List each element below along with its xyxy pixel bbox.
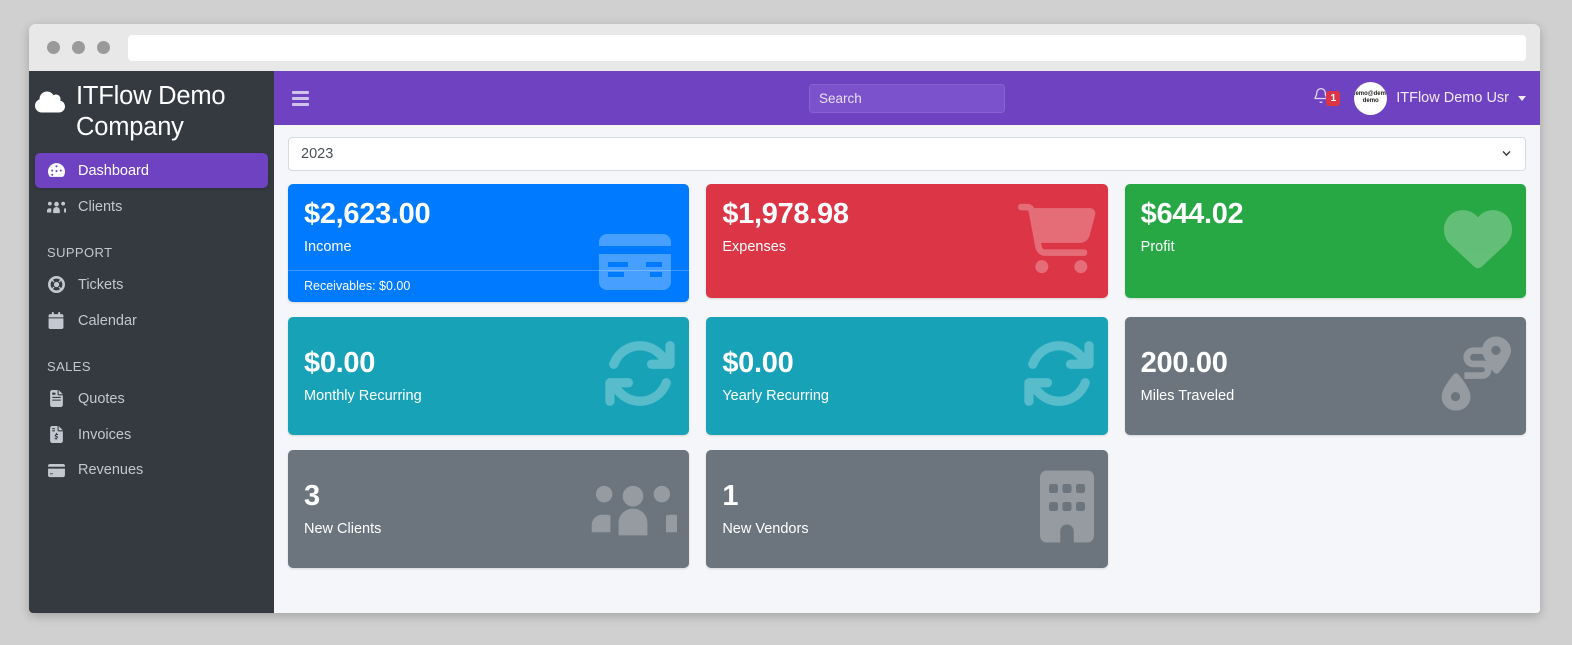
sidebar: ITFlow Demo Company Dashboard bbox=[29, 71, 274, 613]
sidebar-nav: Dashboard Clients SUPPORT bbox=[29, 153, 274, 487]
file-invoice-icon bbox=[45, 390, 67, 407]
calendar-icon bbox=[45, 312, 67, 329]
stat-card-miles-traveled[interactable]: 200.00 Miles Traveled bbox=[1124, 317, 1526, 435]
card-body: 200.00 Miles Traveled bbox=[1125, 317, 1526, 435]
dashboard-content: 2023 $2,623.00 Income bbox=[274, 125, 1540, 613]
card-body: 1 New Vendors bbox=[706, 450, 1107, 568]
sidebar-item-label: Clients bbox=[78, 198, 123, 215]
card-label: New Vendors bbox=[722, 521, 809, 537]
stat-card-expenses[interactable]: $1,978.98 Expenses bbox=[706, 184, 1108, 298]
users-icon bbox=[45, 198, 67, 215]
hamburger-icon[interactable] bbox=[288, 85, 313, 112]
card-body: $0.00 Monthly Recurring bbox=[288, 317, 689, 435]
card-label: Monthly Recurring bbox=[304, 388, 422, 404]
avatar-line2: demo bbox=[1362, 97, 1379, 105]
stat-card-new-vendors[interactable]: 1 New Vendors bbox=[706, 450, 1108, 568]
card-body: $2,623.00 Income bbox=[288, 184, 689, 270]
topbar: 1 demo@demo demo ITFlow Demo Usr bbox=[274, 71, 1540, 125]
brand[interactable]: ITFlow Demo Company bbox=[29, 77, 274, 153]
stat-card-profit[interactable]: $644.02 Profit bbox=[1124, 184, 1526, 298]
sidebar-section-support: SUPPORT bbox=[47, 245, 113, 260]
life-ring-icon bbox=[45, 276, 67, 293]
browser-chrome bbox=[29, 24, 1540, 71]
credit-card-icon bbox=[45, 463, 67, 478]
browser-window: ITFlow Demo Company Dashboard bbox=[29, 24, 1540, 613]
card-value: $2,623.00 bbox=[304, 198, 431, 230]
card-value: $644.02 bbox=[1140, 198, 1244, 230]
search-bar bbox=[809, 83, 1005, 113]
year-filter-value: 2023 bbox=[301, 146, 334, 162]
sidebar-item-revenues[interactable]: Revenues bbox=[35, 453, 268, 487]
card-value: $0.00 bbox=[722, 347, 794, 379]
sidebar-item-calendar[interactable]: Calendar bbox=[35, 303, 268, 338]
app-viewport: ITFlow Demo Company Dashboard bbox=[29, 71, 1540, 613]
sidebar-section-sales: SALES bbox=[47, 359, 91, 374]
notification-count-badge: 1 bbox=[1326, 90, 1341, 106]
card-value: $1,978.98 bbox=[722, 198, 849, 230]
sidebar-item-invoices[interactable]: Invoices bbox=[35, 417, 268, 452]
close-window-dot[interactable] bbox=[47, 41, 60, 54]
card-label: Miles Traveled bbox=[1140, 388, 1235, 404]
stat-card-row-2: $0.00 Monthly Recurring $0.00 Yearly bbox=[288, 317, 1526, 435]
chevron-down-icon bbox=[1500, 146, 1513, 162]
tachometer-icon bbox=[45, 162, 67, 179]
card-body: $1,978.98 Expenses bbox=[706, 184, 1107, 270]
sidebar-item-tickets[interactable]: Tickets bbox=[35, 267, 268, 302]
main-area: 1 demo@demo demo ITFlow Demo Usr 202 bbox=[274, 71, 1540, 613]
caret-down-icon bbox=[1518, 95, 1526, 101]
stat-card-row-1: $2,623.00 Income Receivables: $0.00 $1 bbox=[288, 184, 1526, 302]
notifications-button[interactable]: 1 bbox=[1313, 87, 1341, 109]
sidebar-item-label: Invoices bbox=[78, 426, 132, 443]
topbar-right: 1 demo@demo demo ITFlow Demo Usr bbox=[1313, 81, 1526, 115]
url-bar[interactable] bbox=[128, 34, 1526, 61]
bell-icon bbox=[1313, 87, 1329, 109]
window-controls bbox=[47, 41, 110, 54]
card-body: 3 New Clients bbox=[288, 450, 689, 568]
sidebar-item-clients[interactable]: Clients bbox=[35, 189, 268, 224]
card-label: Yearly Recurring bbox=[722, 388, 829, 404]
card-label: Expenses bbox=[722, 239, 787, 255]
stat-card-income[interactable]: $2,623.00 Income Receivables: $0.00 bbox=[288, 184, 690, 302]
stat-card-monthly-recurring[interactable]: $0.00 Monthly Recurring bbox=[288, 317, 690, 435]
avatar: demo@demo demo bbox=[1354, 81, 1388, 115]
row-spacer bbox=[1125, 450, 1526, 568]
sidebar-item-label: Calendar bbox=[78, 312, 137, 329]
brand-title: ITFlow Demo Company bbox=[76, 82, 226, 141]
stat-card-new-clients[interactable]: 3 New Clients bbox=[288, 450, 690, 568]
minimize-window-dot[interactable] bbox=[72, 41, 85, 54]
maximize-window-dot[interactable] bbox=[97, 41, 110, 54]
sidebar-item-label: Revenues bbox=[78, 462, 144, 478]
card-label: Income bbox=[304, 239, 352, 255]
card-body: $644.02 Profit bbox=[1125, 184, 1526, 270]
card-value: 1 bbox=[722, 480, 739, 512]
sidebar-item-label: Tickets bbox=[78, 276, 124, 293]
user-name: ITFlow Demo Usr bbox=[1396, 90, 1509, 106]
stat-card-row-3: 3 New Clients 1 New Vendors bbox=[288, 450, 1526, 568]
sidebar-item-label: Quotes bbox=[78, 390, 125, 407]
card-footer: Receivables: $0.00 bbox=[288, 270, 690, 302]
card-body: $0.00 Yearly Recurring bbox=[706, 317, 1107, 435]
file-invoice-dollar-icon bbox=[45, 426, 67, 443]
sidebar-item-quotes[interactable]: Quotes bbox=[35, 381, 268, 416]
year-filter-select[interactable]: 2023 bbox=[288, 137, 1526, 171]
card-label: New Clients bbox=[304, 521, 382, 537]
sidebar-item-label: Dashboard bbox=[78, 162, 149, 179]
cloud-icon bbox=[33, 90, 67, 119]
avatar-line1: demo@demo bbox=[1354, 90, 1387, 98]
user-menu[interactable]: demo@demo demo ITFlow Demo Usr bbox=[1354, 81, 1526, 115]
card-value: $0.00 bbox=[304, 347, 376, 379]
card-label: Profit bbox=[1140, 239, 1175, 255]
card-value: 200.00 bbox=[1140, 347, 1228, 379]
card-value: 3 bbox=[304, 480, 320, 512]
stat-card-yearly-recurring[interactable]: $0.00 Yearly Recurring bbox=[706, 317, 1108, 435]
sidebar-item-dashboard[interactable]: Dashboard bbox=[35, 153, 268, 188]
search-input[interactable] bbox=[810, 84, 1004, 112]
